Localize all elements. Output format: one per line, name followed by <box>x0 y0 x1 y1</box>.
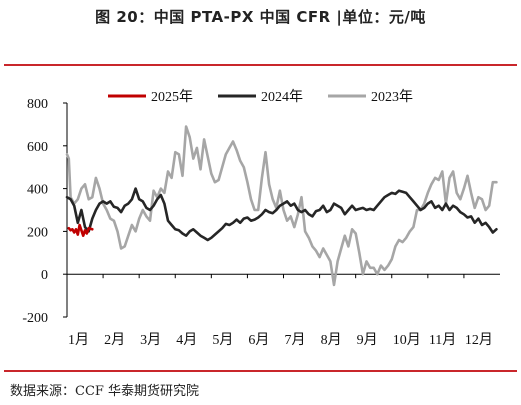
x-tick-label: 1月 <box>68 332 89 348</box>
chart-legend: 2025年 2024年 2023年 <box>108 89 413 105</box>
data-source: 数据来源：CCF 华泰期货研究院 <box>10 384 200 399</box>
x-tick-label: 9月 <box>357 332 378 348</box>
x-tick-label: 7月 <box>285 332 306 348</box>
x-tick-label: 5月 <box>212 332 233 348</box>
y-tick-label: 200 <box>27 225 48 240</box>
legend-label: 2025年 <box>151 89 193 105</box>
x-tick-label: 6月 <box>248 332 269 348</box>
series-line-2 <box>65 187 498 242</box>
header-divider <box>4 64 517 66</box>
y-tick-label: 600 <box>27 140 48 155</box>
y-tick-label: -200 <box>22 311 48 326</box>
x-tick-label: 4月 <box>176 332 197 348</box>
series-line-3 <box>65 125 498 287</box>
series-line-1 <box>67 223 94 237</box>
legend-label: 2024年 <box>261 89 303 105</box>
footer-divider <box>4 370 517 372</box>
y-tick-label: 0 <box>41 268 48 283</box>
legend-label: 2023年 <box>371 89 413 105</box>
x-axis: 1月 2月 3月 4月 5月 6月 7月 8月 9月 10月 11月 12月 <box>66 273 500 348</box>
x-tick-label: 10月 <box>393 332 421 348</box>
x-tick-label: 3月 <box>140 332 161 348</box>
y-axis: -200 0 200 400 600 800 <box>22 97 68 326</box>
page-title: 图 20：中国 PTA-PX 中国 CFR |单位：元/吨 <box>95 8 426 26</box>
y-tick-label: 400 <box>27 183 48 198</box>
y-tick-label: 800 <box>27 97 48 112</box>
chart-series <box>65 125 498 287</box>
x-tick-label: 8月 <box>321 332 342 348</box>
x-tick-label: 2月 <box>104 332 125 348</box>
x-tick-label: 12月 <box>465 332 493 348</box>
x-tick-label: 11月 <box>429 332 456 348</box>
